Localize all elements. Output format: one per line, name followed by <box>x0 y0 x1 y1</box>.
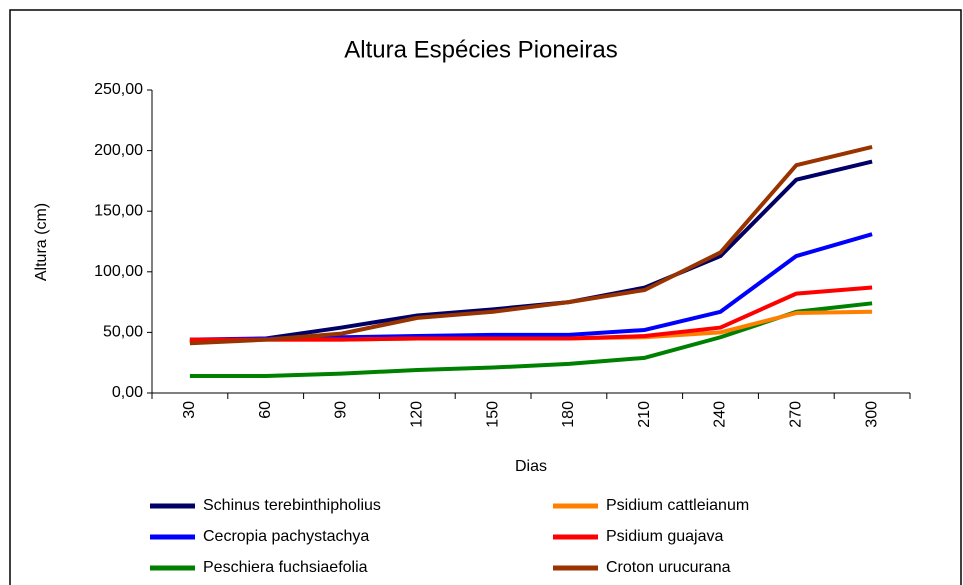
x-tick-label: 300 <box>863 401 880 428</box>
x-tick-label: 180 <box>560 401 577 428</box>
legend-label: Peschiera fuchsiaefolia <box>203 559 368 576</box>
series-line <box>189 145 873 346</box>
x-tick-label: 150 <box>484 401 501 428</box>
x-tick-label: 90 <box>333 401 350 419</box>
y-tick-label: 0,00 <box>112 384 143 401</box>
y-tick-label: 250,00 <box>94 81 143 98</box>
y-tick-label: 150,00 <box>94 202 143 219</box>
y-tick-label: 100,00 <box>94 263 143 280</box>
x-tick-label: 240 <box>712 401 729 428</box>
x-tick-label: 270 <box>788 401 805 428</box>
legend-label: Schinus terebinthipholius <box>203 497 381 514</box>
legend-label: Croton urucurana <box>606 559 731 576</box>
x-tick-label: 30 <box>181 401 198 419</box>
legend-label: Psidium cattleianum <box>606 497 749 514</box>
y-tick-label: 200,00 <box>94 142 143 159</box>
series-line <box>189 285 873 342</box>
legend-label: Psidium guajava <box>606 528 724 545</box>
x-tick-label: 60 <box>257 401 274 419</box>
x-axis-label: Dias <box>515 458 547 475</box>
chart-title: Altura Espécies Pioneiras <box>344 36 617 63</box>
y-tick-label: 50,00 <box>103 324 143 341</box>
x-tick-label: 210 <box>636 401 653 428</box>
y-axis-label: Altura (cm) <box>33 203 50 281</box>
chart-border <box>9 9 962 585</box>
x-tick-label: 120 <box>409 401 426 428</box>
legend-label: Cecropia pachystachya <box>203 528 369 545</box>
